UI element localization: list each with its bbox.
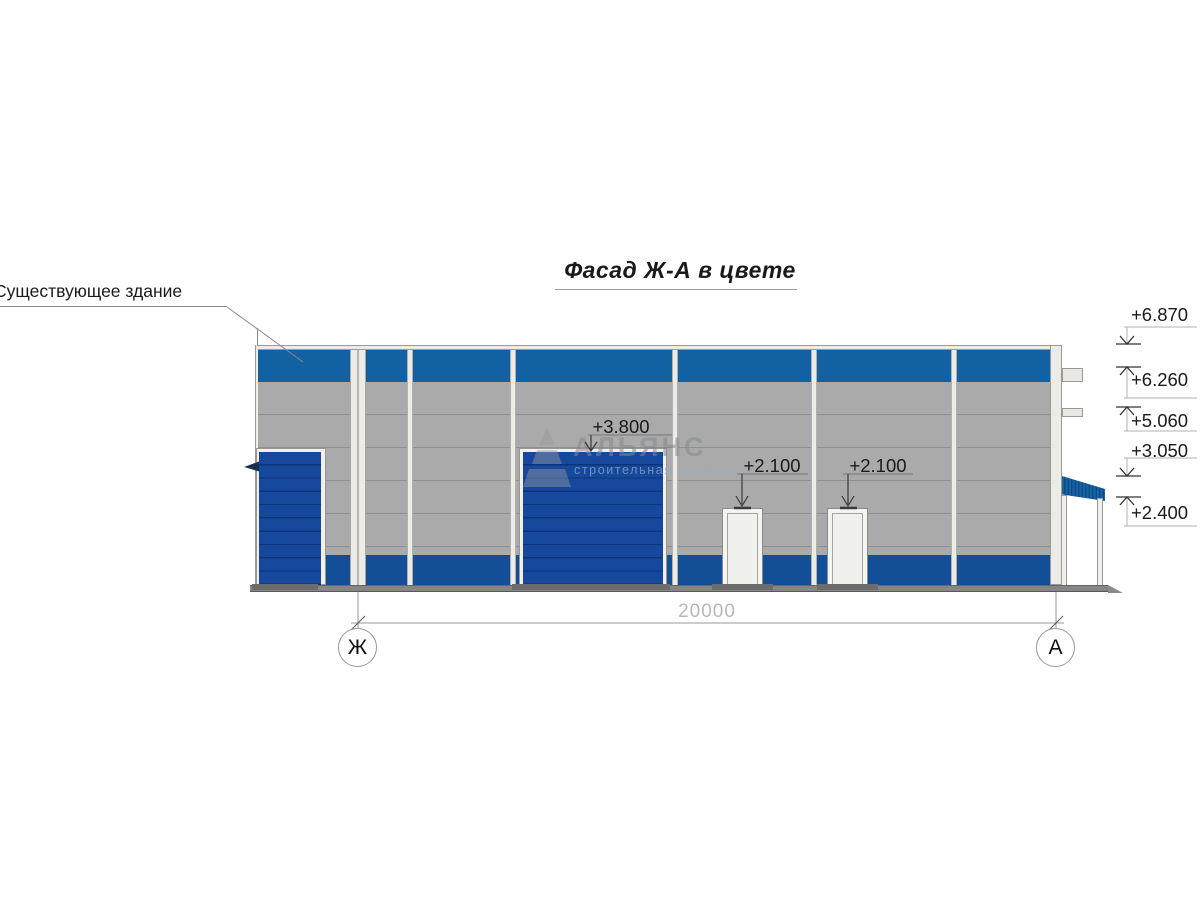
pilaster-strip (811, 350, 817, 585)
elevation-mark-6870: +6.870 (1131, 304, 1189, 325)
wall-bracket-lower (1062, 408, 1083, 417)
wall-bracket-upper (1062, 368, 1083, 382)
pilaster-strip (951, 350, 957, 585)
threshold (712, 584, 773, 590)
canopy-post-right (1097, 498, 1103, 586)
threshold (817, 584, 878, 590)
watermark-subtitle: строительная компания (574, 463, 747, 477)
axis-zh-pilaster (350, 350, 366, 585)
pilaster-strip (407, 350, 413, 585)
ground-line (250, 585, 1108, 592)
door1-level-callout: +2.100 (743, 455, 801, 476)
door2-level-callout: +2.100 (849, 455, 907, 476)
drawing-title: Фасад Ж-А в цвете (564, 257, 796, 283)
axis-bubble-zh: Ж (338, 628, 377, 667)
ground-ramp (1108, 585, 1123, 593)
gate-level-callout: +3.800 (592, 416, 650, 437)
axis-bubble-a: А (1036, 628, 1075, 667)
existing-building-label: Существующее здание (0, 281, 183, 301)
dimension-value: 20000 (678, 601, 736, 622)
threshold (512, 584, 670, 590)
title-underline (555, 289, 797, 290)
top-blue-band (257, 350, 1050, 382)
existing-building-underline (0, 306, 227, 307)
entry-door-2-leaf (832, 513, 863, 585)
pilaster-strip (672, 350, 678, 585)
elevation-mark-3050: +3.050 (1131, 440, 1189, 461)
entry-door-2 (827, 508, 868, 586)
elevation-mark-2400: +2.400 (1131, 502, 1189, 523)
right-corner-strip (1050, 345, 1062, 585)
canopy-post-left (1061, 495, 1067, 586)
elevation-mark-6260: +6.260 (1131, 369, 1189, 390)
center-garage-door (523, 452, 663, 585)
elevation-mark-5060: +5.060 (1131, 410, 1189, 431)
threshold (252, 584, 318, 590)
left-garage-door (259, 452, 321, 585)
entry-door-1-leaf (727, 513, 758, 585)
pilaster-strip (510, 350, 516, 585)
entry-door-1 (722, 508, 763, 586)
